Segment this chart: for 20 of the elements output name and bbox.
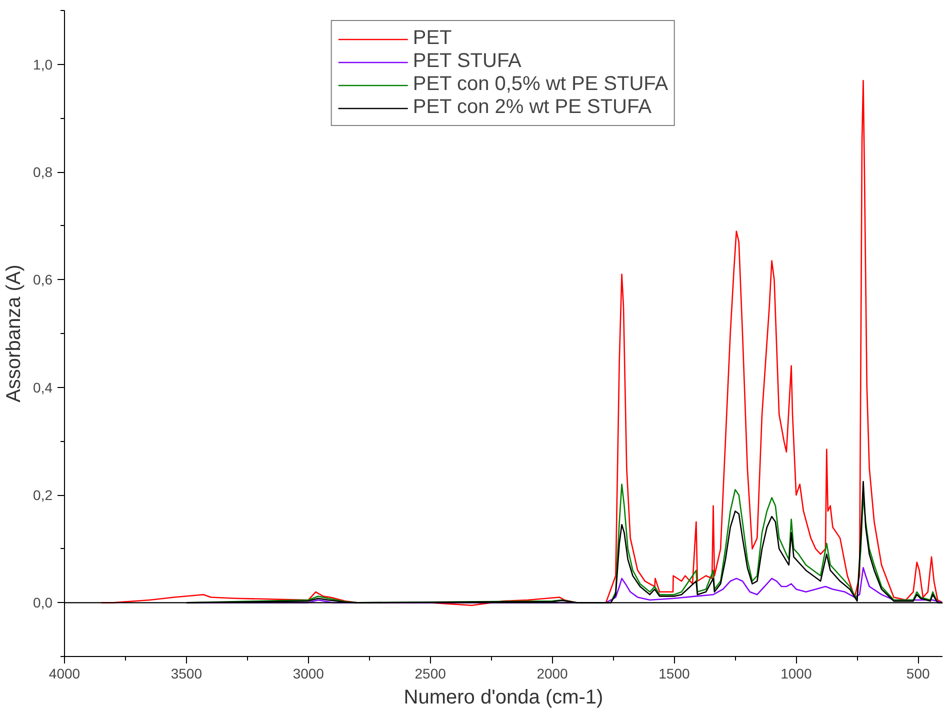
legend-label: PET STUFA — [412, 50, 522, 73]
x-tick-label: 2500 — [414, 666, 446, 682]
legend-label: PET con 0,5% wt PE STUFA — [412, 73, 668, 96]
y-tick-label: 1,0 — [33, 56, 53, 72]
x-tick-label: 3000 — [292, 666, 324, 682]
legend-label: PET — [412, 27, 452, 50]
x-tick-label: 1500 — [658, 666, 690, 682]
x-tick-label: 3500 — [170, 666, 202, 682]
legend-label: PET con 2% wt PE STUFA — [412, 96, 652, 119]
y-tick-label: 0,6 — [33, 272, 53, 288]
y-tick-label: 0,2 — [33, 487, 53, 503]
x-tick-label: 1000 — [780, 666, 812, 682]
x-tick-label: 500 — [906, 666, 930, 682]
y-axis-title: Assorbanza (A) — [3, 264, 26, 402]
y-tick-label: 0,8 — [33, 164, 53, 180]
y-tick-label: 0,0 — [33, 594, 53, 611]
x-tick-label: 4000 — [48, 666, 80, 682]
x-tick-label: 2000 — [536, 666, 568, 682]
y-tick-label: 0,4 — [33, 379, 53, 396]
x-axis-title: Numero d'onda (cm-1) — [404, 686, 604, 708]
